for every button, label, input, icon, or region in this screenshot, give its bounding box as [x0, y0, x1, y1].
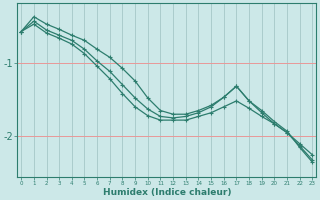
X-axis label: Humidex (Indice chaleur): Humidex (Indice chaleur) — [102, 188, 231, 197]
